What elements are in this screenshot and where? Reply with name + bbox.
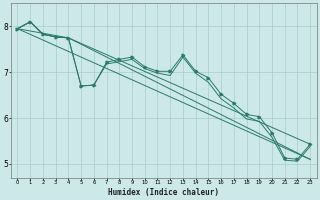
X-axis label: Humidex (Indice chaleur): Humidex (Indice chaleur) [108, 188, 219, 197]
